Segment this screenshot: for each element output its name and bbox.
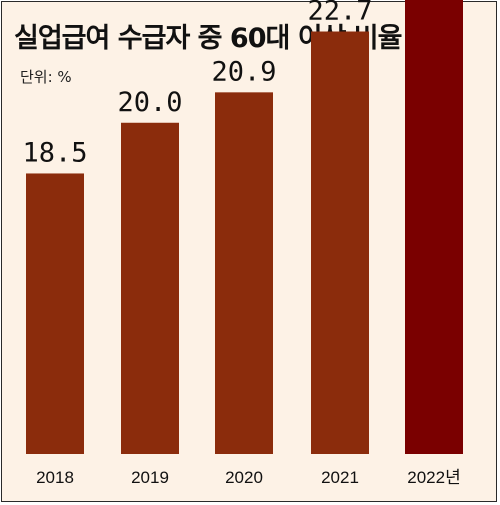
bar-1 [121,122,179,454]
value-label-1: 20.0 [117,87,182,118]
value-label-3: 22.7 [307,0,372,27]
bar-4 [405,0,463,454]
bar-0 [26,173,84,454]
bar-3 [311,31,369,454]
x-tick-label-2: 2020 [225,468,263,487]
value-label-0: 18.5 [22,137,87,168]
x-tick-label-3: 2021 [321,468,359,487]
x-tick-label-0: 2018 [36,468,74,487]
value-label-2: 20.9 [211,56,276,87]
bar-2 [215,92,273,454]
x-tick-label-1: 2019 [131,468,169,487]
x-tick-label-4: 2022년 [407,468,460,487]
unit-label: 단위: % [20,68,72,86]
